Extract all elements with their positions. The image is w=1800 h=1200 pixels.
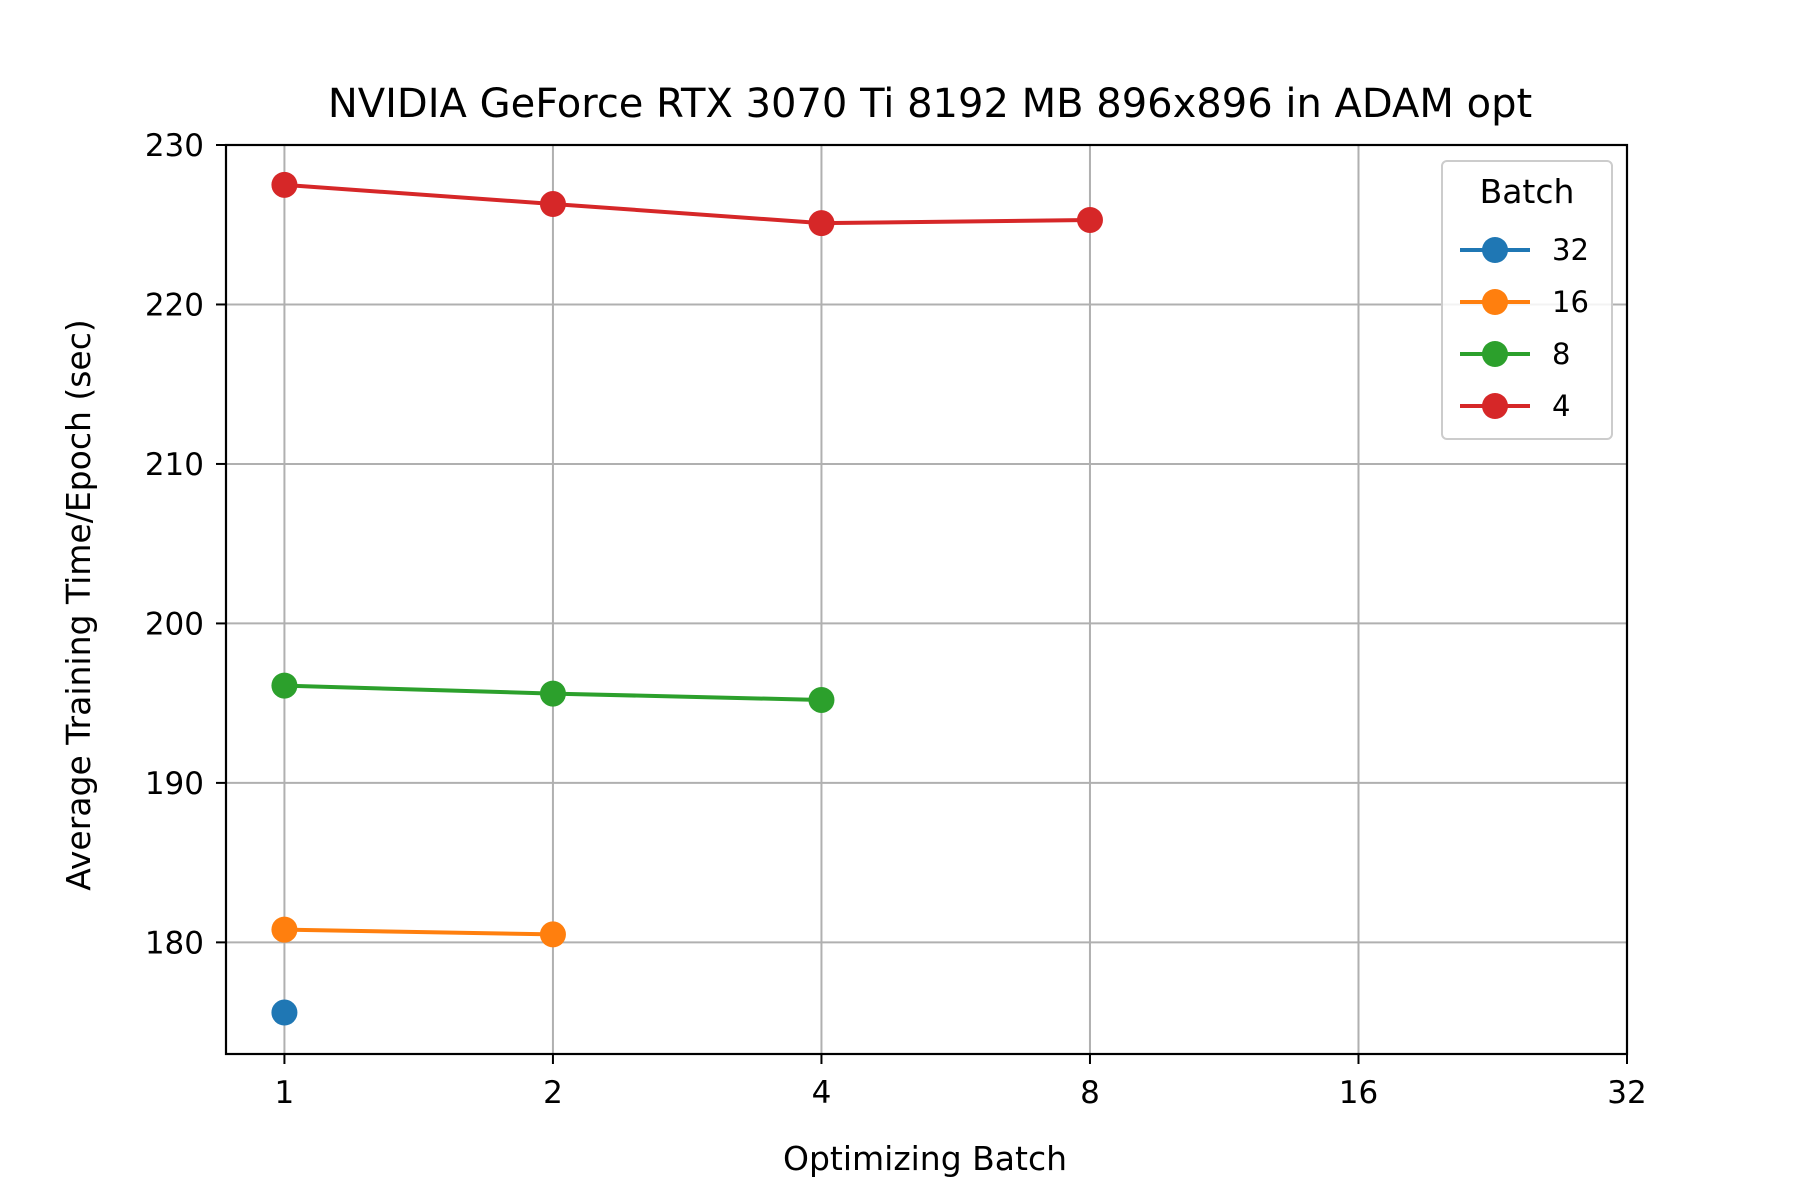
legend-item: 32 [1460, 233, 1589, 267]
data-point [271, 171, 298, 198]
x-tick-label: 4 [812, 1075, 832, 1111]
legend-label: 4 [1552, 389, 1570, 423]
x-tick-label: 16 [1339, 1075, 1378, 1111]
x-tick-label: 8 [1080, 1075, 1100, 1111]
x-axis: 1 2 4 8 16 32 [275, 1054, 1647, 1111]
series-layer [271, 171, 1103, 1026]
x-axis-label: Optimizing Batch [783, 1139, 1067, 1178]
series-line [284, 182, 1090, 226]
data-point [539, 191, 566, 218]
legend-item: 16 [1460, 285, 1589, 319]
legend-marker [1482, 393, 1508, 419]
x-tick-label: 32 [1607, 1075, 1646, 1111]
x-tick-label: 1 [275, 1075, 295, 1111]
series-line [284, 927, 553, 937]
legend-title: Batch [1480, 172, 1575, 211]
series-16 [271, 916, 566, 948]
data-point [271, 672, 298, 699]
legend: Batch 32 16 8 4 [1441, 160, 1613, 440]
legend-item: 8 [1460, 337, 1570, 371]
legend-marker [1482, 237, 1508, 263]
chart-title: NVIDIA GeForce RTX 3070 Ti 8192 MB 896x8… [328, 81, 1532, 127]
legend-label: 16 [1552, 285, 1589, 319]
data-point [539, 680, 566, 707]
y-axis-label: Average Training Time/Epoch (sec) [59, 319, 98, 891]
y-tick-label: 200 [145, 606, 204, 642]
data-point [808, 686, 835, 713]
y-axis: 180 190 200 210 220 230 [145, 128, 226, 961]
series-8 [271, 672, 835, 713]
series-32 [271, 999, 298, 1026]
y-tick-label: 230 [145, 128, 204, 164]
series-4 [271, 171, 1103, 237]
legend-item: 4 [1460, 389, 1570, 423]
legend-marker [1482, 289, 1508, 315]
grid [226, 144, 1628, 1054]
y-tick-label: 180 [145, 925, 204, 961]
legend-label: 8 [1552, 337, 1570, 371]
data-point [539, 921, 566, 948]
y-tick-label: 190 [145, 766, 204, 802]
data-point [271, 916, 298, 943]
legend-label: 32 [1552, 233, 1589, 267]
y-tick-label: 220 [145, 287, 204, 323]
x-tick-label: 2 [543, 1075, 563, 1111]
y-tick-label: 210 [145, 447, 204, 483]
data-point [808, 210, 835, 237]
legend-marker [1482, 341, 1508, 367]
plot-frame [224, 143, 1629, 1056]
data-point [1076, 206, 1103, 233]
data-point [271, 999, 298, 1026]
